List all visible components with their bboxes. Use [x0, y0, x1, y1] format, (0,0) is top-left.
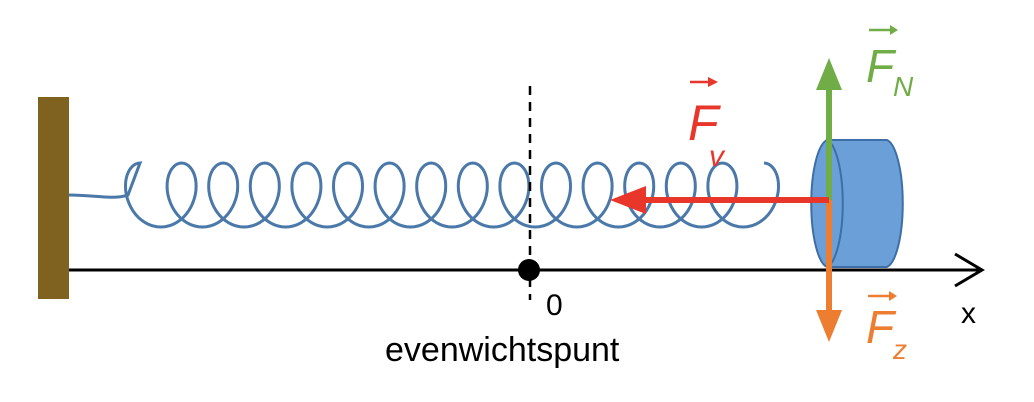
spring-coil: [68, 161, 781, 229]
x-axis-label: x: [961, 297, 976, 330]
normal-force-label: F N: [866, 25, 914, 102]
block: [810, 139, 904, 268]
svg-text:F: F: [866, 40, 897, 92]
svg-text:z: z: [892, 334, 907, 365]
svg-text:F: F: [866, 301, 897, 353]
spring-force-arrowhead: [610, 186, 646, 214]
spring-force-label: F v: [688, 77, 726, 173]
origin-label: 0: [546, 289, 563, 322]
wall: [38, 97, 69, 299]
svg-text:N: N: [893, 71, 914, 102]
gravity-force-arrowhead: [816, 310, 842, 342]
gravity-force-label: F z: [866, 291, 907, 365]
x-axis-arrowhead: [954, 252, 985, 288]
svg-text:v: v: [709, 140, 726, 173]
equilibrium-label: evenwichtspunt: [385, 331, 620, 369]
normal-force-arrowhead: [816, 58, 842, 90]
svg-text:F: F: [688, 95, 721, 151]
equilibrium-point: [518, 259, 540, 281]
